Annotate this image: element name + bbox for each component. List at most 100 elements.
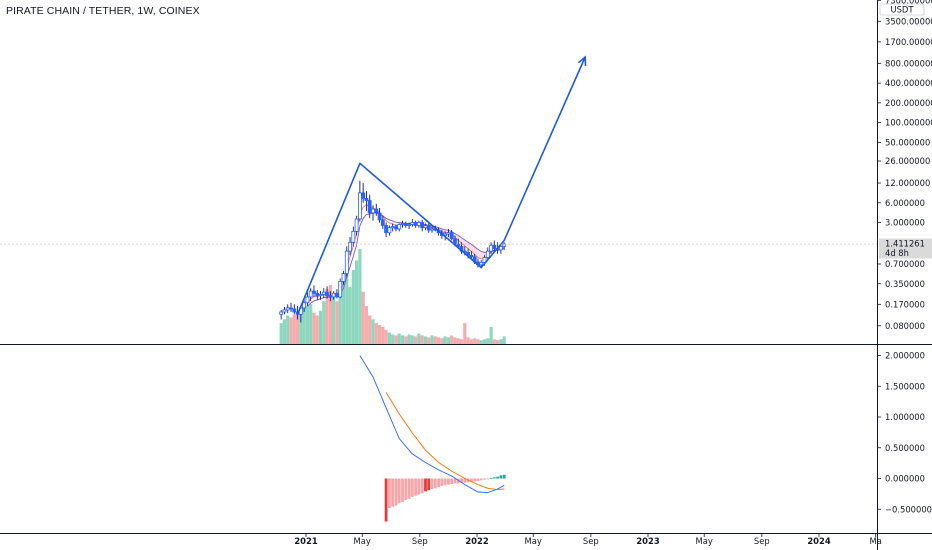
macd-line (359, 355, 505, 494)
candle (351, 230, 356, 243)
candle (502, 243, 507, 247)
volume-bar (345, 263, 349, 345)
volume-bar (423, 336, 428, 344)
candle (357, 192, 362, 220)
volume-bar (318, 310, 323, 345)
price-tick-label: 0.080000 (885, 321, 925, 331)
price-tick-label: 6.000000 (885, 198, 925, 208)
volume-bar (332, 296, 336, 344)
volume-bar (476, 339, 480, 345)
price-tick-label: 100.000000 (885, 118, 932, 128)
price-tick-label: 800.000000 (885, 58, 932, 68)
candle (371, 208, 375, 214)
candle (492, 244, 497, 250)
volume-bar (325, 288, 329, 344)
candle (292, 308, 297, 313)
candle (367, 200, 372, 214)
candle (361, 192, 366, 199)
signal-line (385, 392, 505, 491)
volume-bar (489, 326, 493, 344)
candle (485, 250, 490, 258)
price-tick-label: 1700.000000 (885, 37, 932, 47)
volume-bar (361, 291, 365, 345)
candle (420, 222, 425, 229)
time-tick-label: 2022 (465, 536, 488, 546)
candle (380, 219, 385, 226)
volume-bar (443, 336, 447, 344)
volume-bar (374, 323, 378, 344)
volume-bar (296, 311, 300, 344)
price-tick-label: 0.350000 (885, 279, 925, 289)
currency-badge[interactable] (879, 3, 925, 16)
price-tick-label: 12.000000 (885, 178, 930, 188)
macd-histogram-bar (486, 478, 490, 480)
price-tick-label: 0.700000 (885, 259, 925, 269)
macd-histogram-bar (394, 478, 398, 506)
macd-histogram-bar (420, 478, 424, 494)
candle (413, 222, 418, 226)
macd-histogram-bar (496, 476, 499, 479)
candle (331, 292, 336, 298)
volume-bar (292, 314, 296, 344)
volume-bar (351, 269, 355, 344)
macd-histogram-bar (440, 478, 444, 486)
macd-histogram-bar (391, 478, 395, 507)
volume-bar (391, 334, 395, 344)
volume-bar (469, 339, 473, 345)
time-tick-label: May (696, 536, 713, 546)
candle (348, 241, 352, 252)
time-tick-label: Ma (870, 536, 882, 546)
volume-bar (312, 312, 316, 344)
macd-histogram-bar (460, 478, 463, 483)
volume-bar (466, 337, 470, 345)
macd-histogram-bar (473, 478, 477, 482)
macd-tick-label: 2.000000 (885, 351, 925, 361)
price-tick-label: 7300.000000 (885, 0, 932, 5)
macd-histogram-bar (414, 478, 417, 496)
time-tick-label: Sep (754, 536, 770, 546)
candle (354, 218, 359, 232)
volume-bar (450, 335, 454, 344)
candle (338, 280, 343, 298)
macd-tick-label: −0.500000 (885, 504, 932, 514)
macd-histogram-bar (476, 478, 480, 481)
macd-histogram-bar (407, 478, 411, 499)
volume-bar (456, 338, 460, 344)
candle (305, 296, 310, 304)
volume-bar (364, 306, 368, 344)
macd-histogram-bar (388, 478, 391, 508)
volume-bar (282, 319, 286, 344)
volume-bar (338, 291, 342, 345)
volume-bar (427, 337, 431, 345)
trend-line[interactable] (296, 56, 586, 315)
volume-bar (305, 306, 309, 344)
volume-bar (496, 340, 500, 344)
volume-bar (446, 337, 450, 345)
volume-bar (299, 309, 303, 344)
macd-histogram-bar (417, 478, 421, 495)
candle (489, 244, 494, 252)
candle (289, 307, 293, 310)
candle (390, 226, 395, 229)
candle (364, 197, 369, 201)
volume-bar (414, 336, 418, 344)
candle (325, 291, 330, 297)
macd-histogram-bar (384, 478, 388, 522)
volume-bar (433, 336, 437, 344)
candle (328, 295, 333, 298)
volume-bar (387, 332, 391, 344)
volume-bar (404, 336, 408, 344)
macd-tick-label: 0.000000 (885, 474, 925, 484)
volume-bar (394, 335, 398, 344)
macd-pane (359, 355, 506, 522)
volume-bar (322, 301, 326, 345)
candle (397, 224, 402, 230)
candle (341, 273, 346, 282)
candle (479, 261, 484, 266)
candle (282, 309, 287, 313)
macd-histogram-bar (483, 478, 486, 480)
time-tick-label: 2023 (636, 536, 659, 546)
macd-tick-label: 0.500000 (885, 443, 925, 453)
